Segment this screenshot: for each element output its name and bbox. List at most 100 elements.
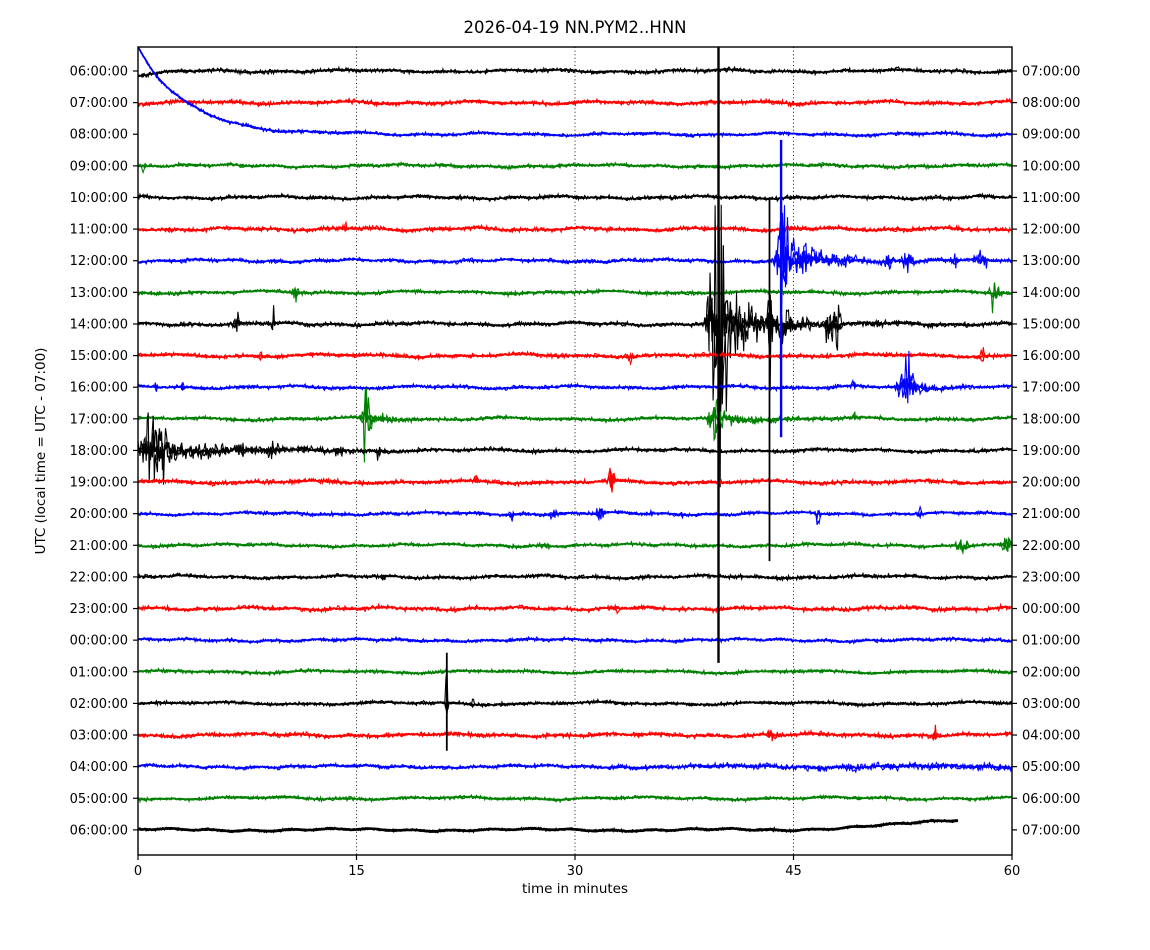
- local-time-label: 16:00:00: [1022, 349, 1080, 364]
- utc-time-label: 06:00:00: [70, 65, 128, 80]
- utc-time-label: 16:00:00: [70, 381, 128, 396]
- utc-time-label: 03:00:00: [70, 729, 128, 744]
- trace-waveform: [137, 245, 1013, 421]
- trace-waveform: [137, 573, 1013, 580]
- local-time-label: 11:00:00: [1022, 191, 1080, 206]
- trace-utc-06:00:00: [137, 818, 959, 834]
- trace-waveform: [137, 163, 1012, 169]
- local-time-label: 05:00:00: [1022, 760, 1080, 775]
- utc-time-label: 12:00:00: [70, 254, 128, 269]
- local-time-label: 04:00:00: [1022, 729, 1080, 744]
- trace-waveform: [137, 235, 1012, 283]
- local-time-label: 02:00:00: [1022, 665, 1080, 680]
- trace-utc-02:00:00: [137, 669, 1013, 714]
- utc-time-label: 17:00:00: [70, 412, 128, 427]
- trace-utc-17:00:00: [137, 388, 1013, 463]
- trace-waveform: [137, 474, 1013, 488]
- trace-utc-13:00:00: [137, 282, 1013, 314]
- trace-waveform: [137, 377, 1012, 393]
- local-time-label: 09:00:00: [1022, 128, 1080, 143]
- trace-waveform: [137, 407, 1012, 425]
- trace-waveform: [137, 286, 1012, 299]
- local-time-label: 03:00:00: [1022, 697, 1080, 712]
- x-tick-label: 0: [134, 864, 142, 879]
- trace-waveform: [137, 700, 1012, 711]
- utc-time-label: 00:00:00: [70, 634, 128, 649]
- trace-utc-20:00:00: [137, 504, 1013, 526]
- local-time-label: 08:00:00: [1022, 96, 1080, 111]
- trace-waveform: [137, 730, 1013, 740]
- local-time-label: 20:00:00: [1022, 476, 1080, 491]
- trace-waveform: [137, 442, 1013, 461]
- utc-time-label: 18:00:00: [70, 444, 128, 459]
- trace-utc-05:00:00: [137, 793, 1013, 804]
- trace-waveform: [137, 819, 959, 834]
- utc-time-label: 15:00:00: [70, 349, 128, 364]
- x-tick-label: 45: [785, 864, 802, 879]
- trace-utc-19:00:00: [137, 467, 1013, 493]
- trace-waveform: [137, 763, 1013, 770]
- local-time-label: 22:00:00: [1022, 539, 1080, 554]
- trace-utc-08:00:00: [137, 46, 1013, 139]
- chart-title: 2026-04-19 NN.PYM2..HNN: [463, 18, 686, 37]
- trace-utc-12:00:00: [137, 205, 1013, 316]
- local-time-label: 14:00:00: [1022, 286, 1080, 301]
- utc-time-label: 04:00:00: [70, 760, 128, 775]
- trace-utc-06:00:00: [137, 65, 1013, 79]
- local-time-label: 15:00:00: [1022, 317, 1080, 332]
- utc-time-label: 23:00:00: [70, 602, 128, 617]
- utc-time-label: 20:00:00: [70, 507, 128, 522]
- event-clip-lines: [445, 47, 783, 751]
- trace-utc-23:00:00: [137, 602, 1013, 615]
- x-tick-label: 60: [1004, 864, 1021, 879]
- local-time-label: 23:00:00: [1022, 570, 1080, 585]
- utc-time-label: 06:00:00: [70, 823, 128, 838]
- trace-utc-09:00:00: [137, 161, 1013, 175]
- trace-waveform: [137, 226, 1013, 233]
- trace-utc-04:00:00: [137, 760, 1013, 774]
- utc-time-label: 10:00:00: [70, 191, 128, 206]
- plot-content: 06:00:00 07:00:00 07:00:00 08:00:00 08:00:00…: [70, 46, 1081, 879]
- trace-waveform: [137, 46, 1012, 137]
- local-time-label: 13:00:00: [1022, 254, 1080, 269]
- local-time-label: 12:00:00: [1022, 223, 1080, 238]
- trace-utc-01:00:00: [137, 666, 1013, 677]
- trace-waveform: [137, 99, 1013, 106]
- trace-utc-03:00:00: [137, 724, 1013, 742]
- utc-time-label: 05:00:00: [70, 792, 128, 807]
- x-axis-label: time in minutes: [522, 881, 628, 897]
- trace-waveform: [138, 309, 1013, 379]
- trace-waveform: [137, 68, 1013, 77]
- local-time-label: 01:00:00: [1022, 634, 1080, 649]
- trace-waveform: [137, 540, 1013, 551]
- utc-time-label: 11:00:00: [70, 223, 128, 238]
- utc-time-label: 13:00:00: [70, 286, 128, 301]
- trace-utc-11:00:00: [137, 220, 1013, 235]
- utc-time-label: 01:00:00: [70, 665, 128, 680]
- local-time-label: 19:00:00: [1022, 444, 1080, 459]
- local-time-label: 21:00:00: [1022, 507, 1080, 522]
- local-time-label: 17:00:00: [1022, 381, 1080, 396]
- trace-waveform: [137, 194, 1013, 201]
- trace-utc-07:00:00: [137, 96, 1013, 109]
- utc-time-label: 21:00:00: [70, 539, 128, 554]
- trace-utc-21:00:00: [137, 536, 1013, 556]
- y-axis-labels: 06:00:00 07:00:00 07:00:00 08:00:00 08:00:00…: [70, 65, 1081, 839]
- utc-time-label: 14:00:00: [70, 317, 128, 332]
- trace-waveform: [137, 637, 1012, 644]
- local-time-label: 10:00:00: [1022, 159, 1080, 174]
- trace-utc-15:00:00: [137, 347, 1013, 367]
- trace-utc-22:00:00: [137, 571, 1013, 582]
- utc-time-label: 08:00:00: [70, 128, 128, 143]
- utc-time-label: 19:00:00: [70, 476, 128, 491]
- local-time-label: 06:00:00: [1022, 792, 1080, 807]
- utc-time-label: 09:00:00: [70, 159, 128, 174]
- trace-utc-00:00:00: [137, 635, 1013, 646]
- x-tick-label: 15: [348, 864, 365, 879]
- trace-waveform: [137, 507, 1013, 518]
- utc-time-label: 02:00:00: [70, 697, 128, 712]
- x-tick-label: 30: [567, 864, 584, 879]
- local-time-label: 07:00:00: [1022, 65, 1080, 80]
- trace-utc-14:00:00: [137, 204, 1013, 488]
